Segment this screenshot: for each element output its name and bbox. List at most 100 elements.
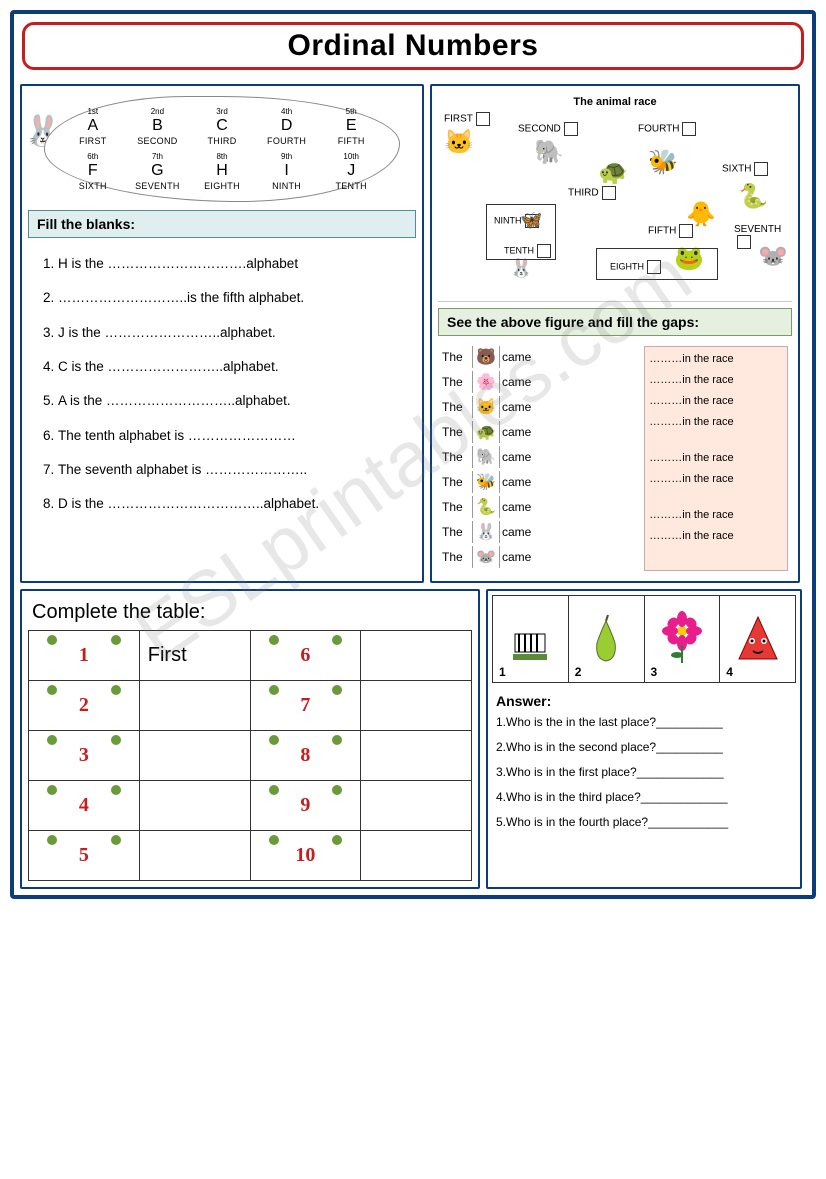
page-title: Ordinal Numbers bbox=[25, 29, 801, 63]
race-label-third: THIRD bbox=[568, 186, 616, 200]
answer-cell[interactable] bbox=[139, 731, 250, 781]
animal-race-figure: The animal race FIRST 🐱 SECOND 🐘 THIRD 🐢… bbox=[438, 92, 792, 302]
blank-item[interactable]: The tenth alphabet is …………………… bbox=[58, 422, 408, 450]
picture-cell: 1 bbox=[493, 596, 569, 682]
picture-label: 2 bbox=[575, 665, 582, 679]
race-the: The bbox=[442, 500, 470, 514]
race-blank[interactable]: ………in the race bbox=[649, 416, 783, 428]
animal-race-title: The animal race bbox=[442, 96, 788, 108]
worksheet-page: ESLprintables.com Ordinal Numbers 🐰 1stA… bbox=[10, 10, 816, 899]
race-the: The bbox=[442, 475, 470, 489]
blank-item[interactable]: The seventh alphabet is ………………….. bbox=[58, 456, 408, 484]
answer-q[interactable]: 5.Who is in the fourth place?___________… bbox=[496, 815, 792, 829]
complete-table-header: Complete the table: bbox=[32, 601, 472, 624]
race-blank[interactable]: ………in the race bbox=[649, 353, 783, 365]
ref-word: THIRD bbox=[190, 136, 255, 146]
ref-sup: 1st bbox=[61, 107, 126, 116]
answer-cell[interactable] bbox=[139, 681, 250, 731]
ref-word: FIFTH bbox=[319, 136, 384, 146]
race-the: The bbox=[442, 400, 470, 414]
ref-word: EIGHTH bbox=[190, 181, 255, 191]
number-cell: 10 bbox=[250, 831, 361, 881]
ref-word: NINTH bbox=[254, 181, 319, 191]
race-came: came bbox=[502, 550, 531, 564]
number-cell: 9 bbox=[250, 781, 361, 831]
answer-cell[interactable]: First bbox=[139, 631, 250, 681]
answer-cell[interactable] bbox=[361, 781, 472, 831]
ref-letter: H bbox=[190, 162, 255, 180]
race-fill-section: The🐻came The🌸came The🐱came The🐢came The🐘… bbox=[438, 342, 792, 575]
answer-q[interactable]: 1.Who is the in the last place?_________… bbox=[496, 715, 792, 729]
answer-q[interactable]: 4.Who is in the third place?____________… bbox=[496, 790, 792, 804]
blank-item[interactable]: D is the ……………………………..alphabet. bbox=[58, 490, 408, 518]
ref-sup: 2nd bbox=[125, 107, 190, 116]
race-the: The bbox=[442, 425, 470, 439]
answer-cell[interactable] bbox=[361, 731, 472, 781]
number-cell: 1 bbox=[29, 631, 140, 681]
slot-icon: 🐢 bbox=[472, 421, 500, 443]
ref-word: SECOND bbox=[125, 136, 190, 146]
answer-block: Answer: 1.Who is the in the last place?_… bbox=[492, 689, 796, 844]
race-came: came bbox=[502, 400, 531, 414]
ref-sup: 5th bbox=[319, 107, 384, 116]
race-the: The bbox=[442, 550, 470, 564]
right-top-panel: The animal race FIRST 🐱 SECOND 🐘 THIRD 🐢… bbox=[430, 84, 800, 583]
race-the: The bbox=[442, 375, 470, 389]
race-label-fourth: FOURTH bbox=[638, 122, 696, 136]
turtle-icon: 🐢 bbox=[598, 158, 628, 187]
race-blank[interactable]: ………in the race bbox=[649, 452, 783, 464]
ref-sup: 4th bbox=[254, 107, 319, 116]
title-band: Ordinal Numbers bbox=[22, 22, 804, 70]
race-came: came bbox=[502, 350, 531, 364]
ref-word: FIRST bbox=[61, 136, 126, 146]
race-blank[interactable]: ………in the race bbox=[649, 374, 783, 386]
reference-chart: 1stAFIRST 2ndBSECOND 3rdCTHIRD 4thDFOURT… bbox=[44, 96, 401, 202]
number-cell: 6 bbox=[250, 631, 361, 681]
answer-q[interactable]: 3.Who is in the first place?____________… bbox=[496, 765, 792, 779]
race-came: came bbox=[502, 450, 531, 464]
number-cell: 3 bbox=[29, 731, 140, 781]
slot-icon: 🐘 bbox=[472, 446, 500, 468]
cat-icon: 🐱 bbox=[444, 128, 474, 157]
ref-sup: 6th bbox=[61, 152, 126, 161]
race-blank[interactable]: ………in the race bbox=[649, 395, 783, 407]
picture-cell: 2 bbox=[569, 596, 645, 682]
slot-icon: 🌸 bbox=[472, 371, 500, 393]
race-label-first: FIRST bbox=[444, 112, 490, 126]
race-blank[interactable]: ………in the race bbox=[649, 473, 783, 485]
answer-q[interactable]: 2.Who is in the second place?__________ bbox=[496, 740, 792, 754]
slot-icon: 🐰 bbox=[472, 521, 500, 543]
blank-item[interactable]: ………………………..is the fifth alphabet. bbox=[58, 284, 408, 312]
race-fill-right: ………in the race ………in the race ………in the … bbox=[644, 346, 788, 571]
answer-cell[interactable] bbox=[361, 631, 472, 681]
answer-cell[interactable] bbox=[139, 781, 250, 831]
answer-cell[interactable] bbox=[361, 831, 472, 881]
blank-item[interactable]: J is the ……………………..alphabet. bbox=[58, 319, 408, 347]
race-blank[interactable]: ………in the race bbox=[649, 530, 783, 542]
ref-sup: 9th bbox=[254, 152, 319, 161]
blank-item[interactable]: H is the ………………………….alphabet bbox=[58, 250, 408, 278]
complete-table: 1 First 6 2 7 3 8 bbox=[28, 630, 472, 881]
blank-item[interactable]: C is the ……………………..alphabet. bbox=[58, 353, 408, 381]
ref-letter: C bbox=[190, 117, 255, 135]
triangle-icon bbox=[733, 611, 783, 667]
race-came: came bbox=[502, 475, 531, 489]
blank-item[interactable]: A is the ………………………..alphabet. bbox=[58, 387, 408, 415]
elephant-icon: 🐘 bbox=[534, 138, 564, 167]
race-fill-left: The🐻came The🌸came The🐱came The🐢came The🐘… bbox=[442, 346, 640, 571]
answer-cell[interactable] bbox=[139, 831, 250, 881]
number-cell: 4 bbox=[29, 781, 140, 831]
race-came: came bbox=[502, 425, 531, 439]
ref-letter: G bbox=[125, 162, 190, 180]
race-blank[interactable]: ………in the race bbox=[649, 509, 783, 521]
number-cell: 7 bbox=[250, 681, 361, 731]
ref-letter: B bbox=[125, 117, 190, 135]
bee-icon: 🐝 bbox=[648, 148, 678, 177]
answer-cell[interactable] bbox=[361, 681, 472, 731]
snake-icon: 🐍 bbox=[738, 182, 768, 211]
ref-letter: F bbox=[61, 162, 126, 180]
race-label-second: SECOND bbox=[518, 122, 578, 136]
slot-icon: 🐱 bbox=[472, 396, 500, 418]
ref-word: SIXTH bbox=[61, 181, 126, 191]
ref-word: TENTH bbox=[319, 181, 384, 191]
